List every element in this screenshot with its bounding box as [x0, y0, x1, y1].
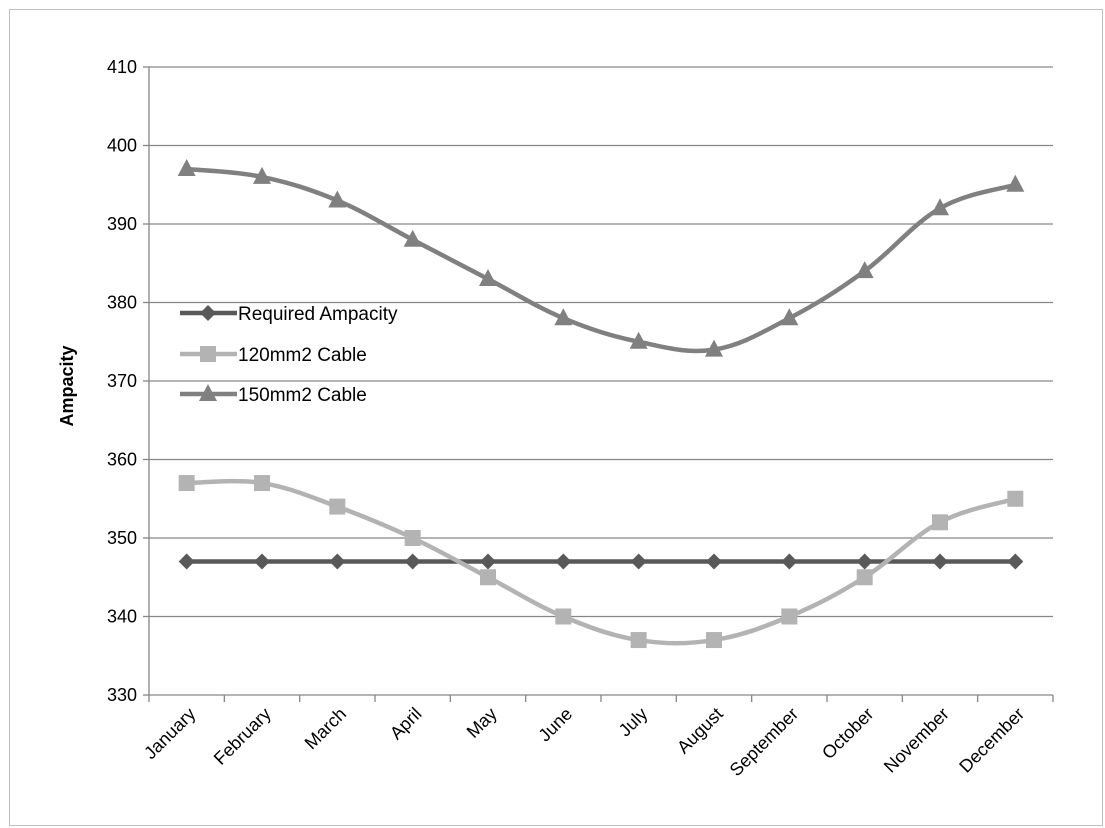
data-point	[706, 632, 722, 649]
data-point	[555, 553, 572, 570]
data-point	[781, 553, 798, 570]
data-point	[856, 553, 873, 570]
x-tick-label: May	[463, 704, 501, 742]
data-point	[480, 569, 496, 586]
series-2	[177, 159, 1025, 357]
y-tick-label: 360	[107, 450, 137, 470]
legend-marker	[200, 305, 216, 321]
y-tick-label: 350	[107, 528, 137, 548]
y-tick-label: 410	[107, 57, 137, 77]
y-tick-label: 370	[107, 371, 137, 391]
data-point	[404, 530, 421, 546]
data-point	[253, 166, 271, 184]
axes	[143, 66, 1054, 702]
data-point	[932, 553, 948, 570]
y-tick-labels: 330 340 350 360 370 380 390 400 410	[107, 57, 137, 705]
y-tick-label: 340	[107, 607, 137, 627]
data-point	[855, 261, 874, 279]
data-point	[781, 608, 798, 625]
data-point	[856, 569, 873, 586]
data-point	[1007, 553, 1024, 570]
y-axis-title: Ampacity	[57, 345, 77, 426]
data-point	[254, 553, 270, 570]
x-tick-label: January	[140, 704, 199, 763]
x-tick-label: September	[726, 704, 802, 780]
data-point	[630, 553, 647, 570]
x-tick-label: November	[880, 704, 953, 777]
data-point	[329, 498, 346, 515]
x-tick-label: July	[615, 704, 652, 741]
legend-label: 120mm2 Cable	[238, 345, 367, 366]
gridlines	[149, 66, 1053, 618]
data-point	[480, 553, 496, 570]
data-point	[932, 514, 948, 531]
y-tick-label: 400	[107, 136, 137, 156]
data-point	[328, 190, 347, 208]
data-point	[706, 553, 722, 570]
series-0	[178, 553, 1024, 570]
x-tick-label: April	[386, 704, 426, 744]
x-tick-label: August	[673, 704, 727, 758]
series-lines	[177, 159, 1025, 649]
data-point	[178, 553, 195, 570]
data-point	[555, 608, 572, 625]
legend-marker	[200, 346, 216, 362]
x-tick-label: February	[210, 704, 275, 769]
data-point	[479, 268, 497, 286]
data-point	[1006, 174, 1025, 192]
data-point	[404, 553, 421, 570]
y-tick-label: 330	[107, 685, 137, 705]
data-point	[177, 159, 196, 177]
data-point	[403, 229, 422, 247]
data-point	[931, 198, 949, 216]
data-point	[630, 632, 647, 649]
y-tick-label: 380	[107, 293, 137, 313]
x-tick-label: June	[534, 704, 576, 746]
series-1	[178, 475, 1024, 649]
legend: Required Ampacity 120mm2 Cable 150mm2 Cabl…	[180, 304, 398, 406]
legend-item: Required Ampacity	[180, 304, 398, 325]
legend-item: 120mm2 Cable	[180, 345, 367, 366]
x-tick-labels: January February March April May June July Augu…	[140, 704, 1028, 780]
data-point	[554, 308, 573, 326]
data-point	[329, 553, 346, 570]
data-point	[705, 339, 723, 357]
legend-label: Required Ampacity	[238, 304, 398, 325]
chart-frame	[9, 9, 1103, 826]
data-point	[178, 475, 195, 492]
data-point	[780, 308, 799, 326]
data-point	[1007, 490, 1024, 507]
y-tick-label: 390	[107, 214, 137, 234]
x-tick-label: March	[301, 704, 351, 754]
legend-item: 150mm2 Cable	[180, 384, 367, 406]
x-tick-label: December	[955, 704, 1028, 777]
legend-label: 150mm2 Cable	[238, 385, 367, 406]
x-tick-label: October	[818, 704, 877, 763]
data-point	[629, 331, 648, 349]
data-point	[254, 475, 270, 492]
legend-marker	[199, 384, 217, 401]
